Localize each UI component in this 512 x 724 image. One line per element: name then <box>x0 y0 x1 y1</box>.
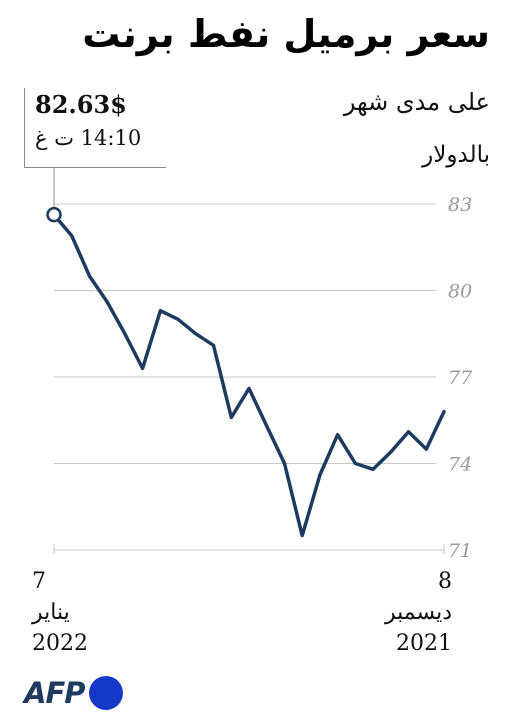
y-tick-label-80: 80 <box>448 281 472 303</box>
y-tick-label-71: 71 <box>448 540 472 562</box>
afp-logo: AFP <box>24 674 123 712</box>
callout-time: 14:10 ت غ <box>35 126 142 150</box>
afp-dot-icon <box>88 676 123 710</box>
x-label-start-day: 7 <box>32 569 46 594</box>
y-tick-label-83: 83 <box>448 194 472 216</box>
x-label-end-year: 2021 <box>396 631 452 656</box>
x-label-end: 8 ديسمبر 2021 <box>352 566 452 659</box>
latest-value-callout: 82.63$ 14:10 ت غ <box>24 88 166 168</box>
unit-label: بالدولار <box>422 142 490 168</box>
y-tick-label-74: 74 <box>448 454 472 476</box>
chart-title: سعر برميل نفط برنت <box>82 12 490 56</box>
y-tick-label-77: 77 <box>448 367 473 389</box>
chart-subtitle: على مدى شهر <box>343 88 490 116</box>
afp-logo-text: AFP <box>24 676 86 710</box>
x-label-end-month: ديسمبر <box>384 600 452 625</box>
callout-price: 82.63$ <box>35 90 127 119</box>
price-line <box>52 212 446 538</box>
x-label-start: 7 يناير 2022 <box>32 566 132 659</box>
latest-point-marker <box>46 206 62 223</box>
x-label-start-year: 2022 <box>32 631 88 656</box>
x-label-start-month: يناير <box>32 600 70 625</box>
x-label-end-day: 8 <box>438 569 452 594</box>
